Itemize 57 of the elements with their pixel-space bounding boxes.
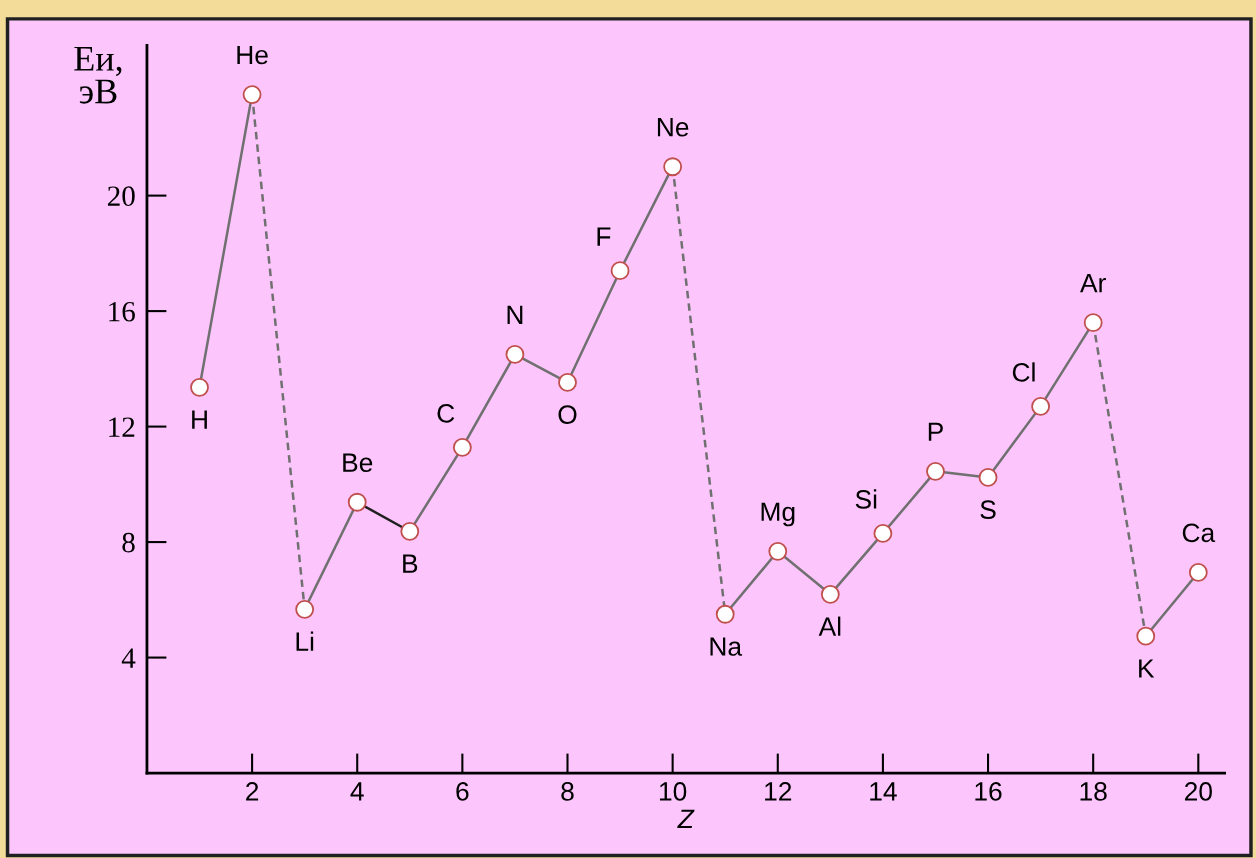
y-tick-label: 12 xyxy=(109,417,135,437)
x-tick-label: 6 xyxy=(456,782,469,801)
annotation: O xyxy=(558,405,577,425)
y-tick-label: 8 xyxy=(122,532,135,553)
annotation: K xyxy=(1139,659,1155,678)
annotation: S xyxy=(980,500,996,520)
x-tick-label: 16 xyxy=(975,782,1002,801)
point xyxy=(295,599,315,619)
y-tick-label: 20 xyxy=(107,186,135,207)
x-tick-label: 2 xyxy=(246,782,259,801)
point xyxy=(347,492,367,512)
annotation: P xyxy=(928,422,943,441)
x-tick-label: 10 xyxy=(659,782,687,801)
point xyxy=(978,467,998,487)
point xyxy=(1188,562,1208,582)
annotation: Cl xyxy=(1012,362,1035,382)
point xyxy=(505,344,525,364)
point xyxy=(663,157,683,177)
annotation: Na xyxy=(710,637,743,656)
y-tick-label: 4 xyxy=(121,648,136,668)
annotation: C xyxy=(437,404,455,423)
point xyxy=(242,85,262,104)
annotation: N xyxy=(507,305,523,324)
annotation: Ar xyxy=(1080,274,1106,293)
annotation: F xyxy=(597,227,611,246)
y-tick-label: 16 xyxy=(109,301,135,322)
annotation: Ne xyxy=(657,118,689,137)
point xyxy=(1083,313,1103,333)
annotation: He xyxy=(237,45,268,65)
annotation: Be xyxy=(343,453,373,473)
point xyxy=(715,604,735,624)
x-tick-label: 18 xyxy=(1080,782,1107,801)
annotation: Al xyxy=(818,616,841,636)
annotation: Si xyxy=(855,489,877,509)
point xyxy=(610,261,630,281)
point xyxy=(558,373,577,392)
annotation: Ca xyxy=(1182,523,1216,543)
y-axis-title: Eи, эВ xyxy=(74,46,122,104)
x-tick-label: 8 xyxy=(561,782,574,801)
point xyxy=(873,524,893,543)
point xyxy=(452,437,472,457)
annotation: Mg xyxy=(761,502,795,527)
point xyxy=(1031,396,1051,416)
point xyxy=(820,584,840,604)
x-tick-label: 20 xyxy=(1184,782,1212,801)
point xyxy=(190,377,209,397)
x-tick-label: 14 xyxy=(870,782,897,801)
annotation: H xyxy=(192,410,207,429)
x-tick-label: 12 xyxy=(765,782,792,801)
x-axis-title: Z xyxy=(677,809,695,828)
point xyxy=(768,541,788,561)
point xyxy=(926,461,945,481)
point xyxy=(400,521,420,541)
annotation: B xyxy=(403,554,418,573)
annotation: Li xyxy=(296,631,314,651)
point xyxy=(1136,626,1156,646)
x-tick-label: 4 xyxy=(350,782,364,801)
